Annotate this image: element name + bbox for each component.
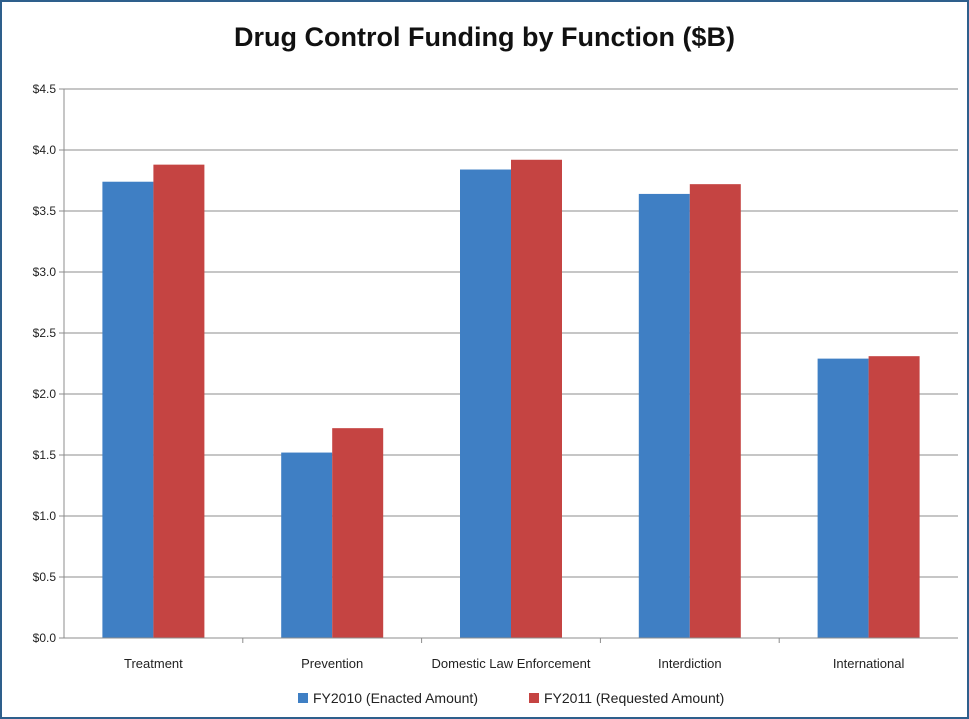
legend: FY2010 (Enacted Amount) FY2011 (Requested… [298, 690, 724, 706]
y-tick-label: $3.5 [33, 204, 57, 218]
x-tick-label: International [833, 656, 905, 671]
bar-fy2010-interdiction [638, 193, 690, 639]
bars [102, 159, 920, 639]
y-tick-label: $3.0 [33, 265, 57, 279]
legend-swatch-fy2010 [298, 693, 308, 703]
bar-fy2011-domestic-law-enforcement [511, 159, 562, 638]
x-tick-label: Domestic Law Enforcement [432, 656, 591, 671]
bar-fy2011-interdiction [689, 184, 741, 638]
y-tick-label: $0.5 [33, 570, 57, 584]
y-tick-label: $4.0 [33, 143, 57, 157]
y-tick-label: $0.0 [33, 631, 57, 645]
labels: $0.0 $0.5 $1.0 $1.5 $2.0 $2.5 $3.0 $3.5 $4.0 $4.5… [33, 82, 905, 671]
x-tick-label: Prevention [301, 656, 363, 671]
bar-fy2010-domestic-law-enforcement [460, 169, 511, 638]
y-tick-label: $1.5 [33, 448, 57, 462]
bar-fy2011-treatment [153, 164, 205, 638]
bar-fy2010-international [817, 358, 869, 638]
bar-fy2011-international [868, 356, 920, 638]
x-tick-label: Interdiction [658, 656, 722, 671]
legend-swatch-fy2011 [529, 693, 539, 703]
y-tick-label: $4.5 [33, 82, 57, 96]
chart-title: Drug Control Funding by Function ($B) [234, 22, 735, 52]
y-tick-label: $2.0 [33, 387, 57, 401]
legend-label-fy2010: FY2010 (Enacted Amount) [313, 690, 478, 706]
axes [59, 88, 958, 643]
bar-fy2010-prevention [281, 452, 333, 638]
bar-fy2011-prevention [332, 428, 384, 638]
legend-label-fy2011: FY2011 (Requested Amount) [544, 690, 724, 706]
y-tick-label: $2.5 [33, 326, 57, 340]
x-tick-label: Treatment [124, 656, 183, 671]
bar-fy2010-treatment [102, 181, 154, 638]
y-tick-label: $1.0 [33, 509, 57, 523]
